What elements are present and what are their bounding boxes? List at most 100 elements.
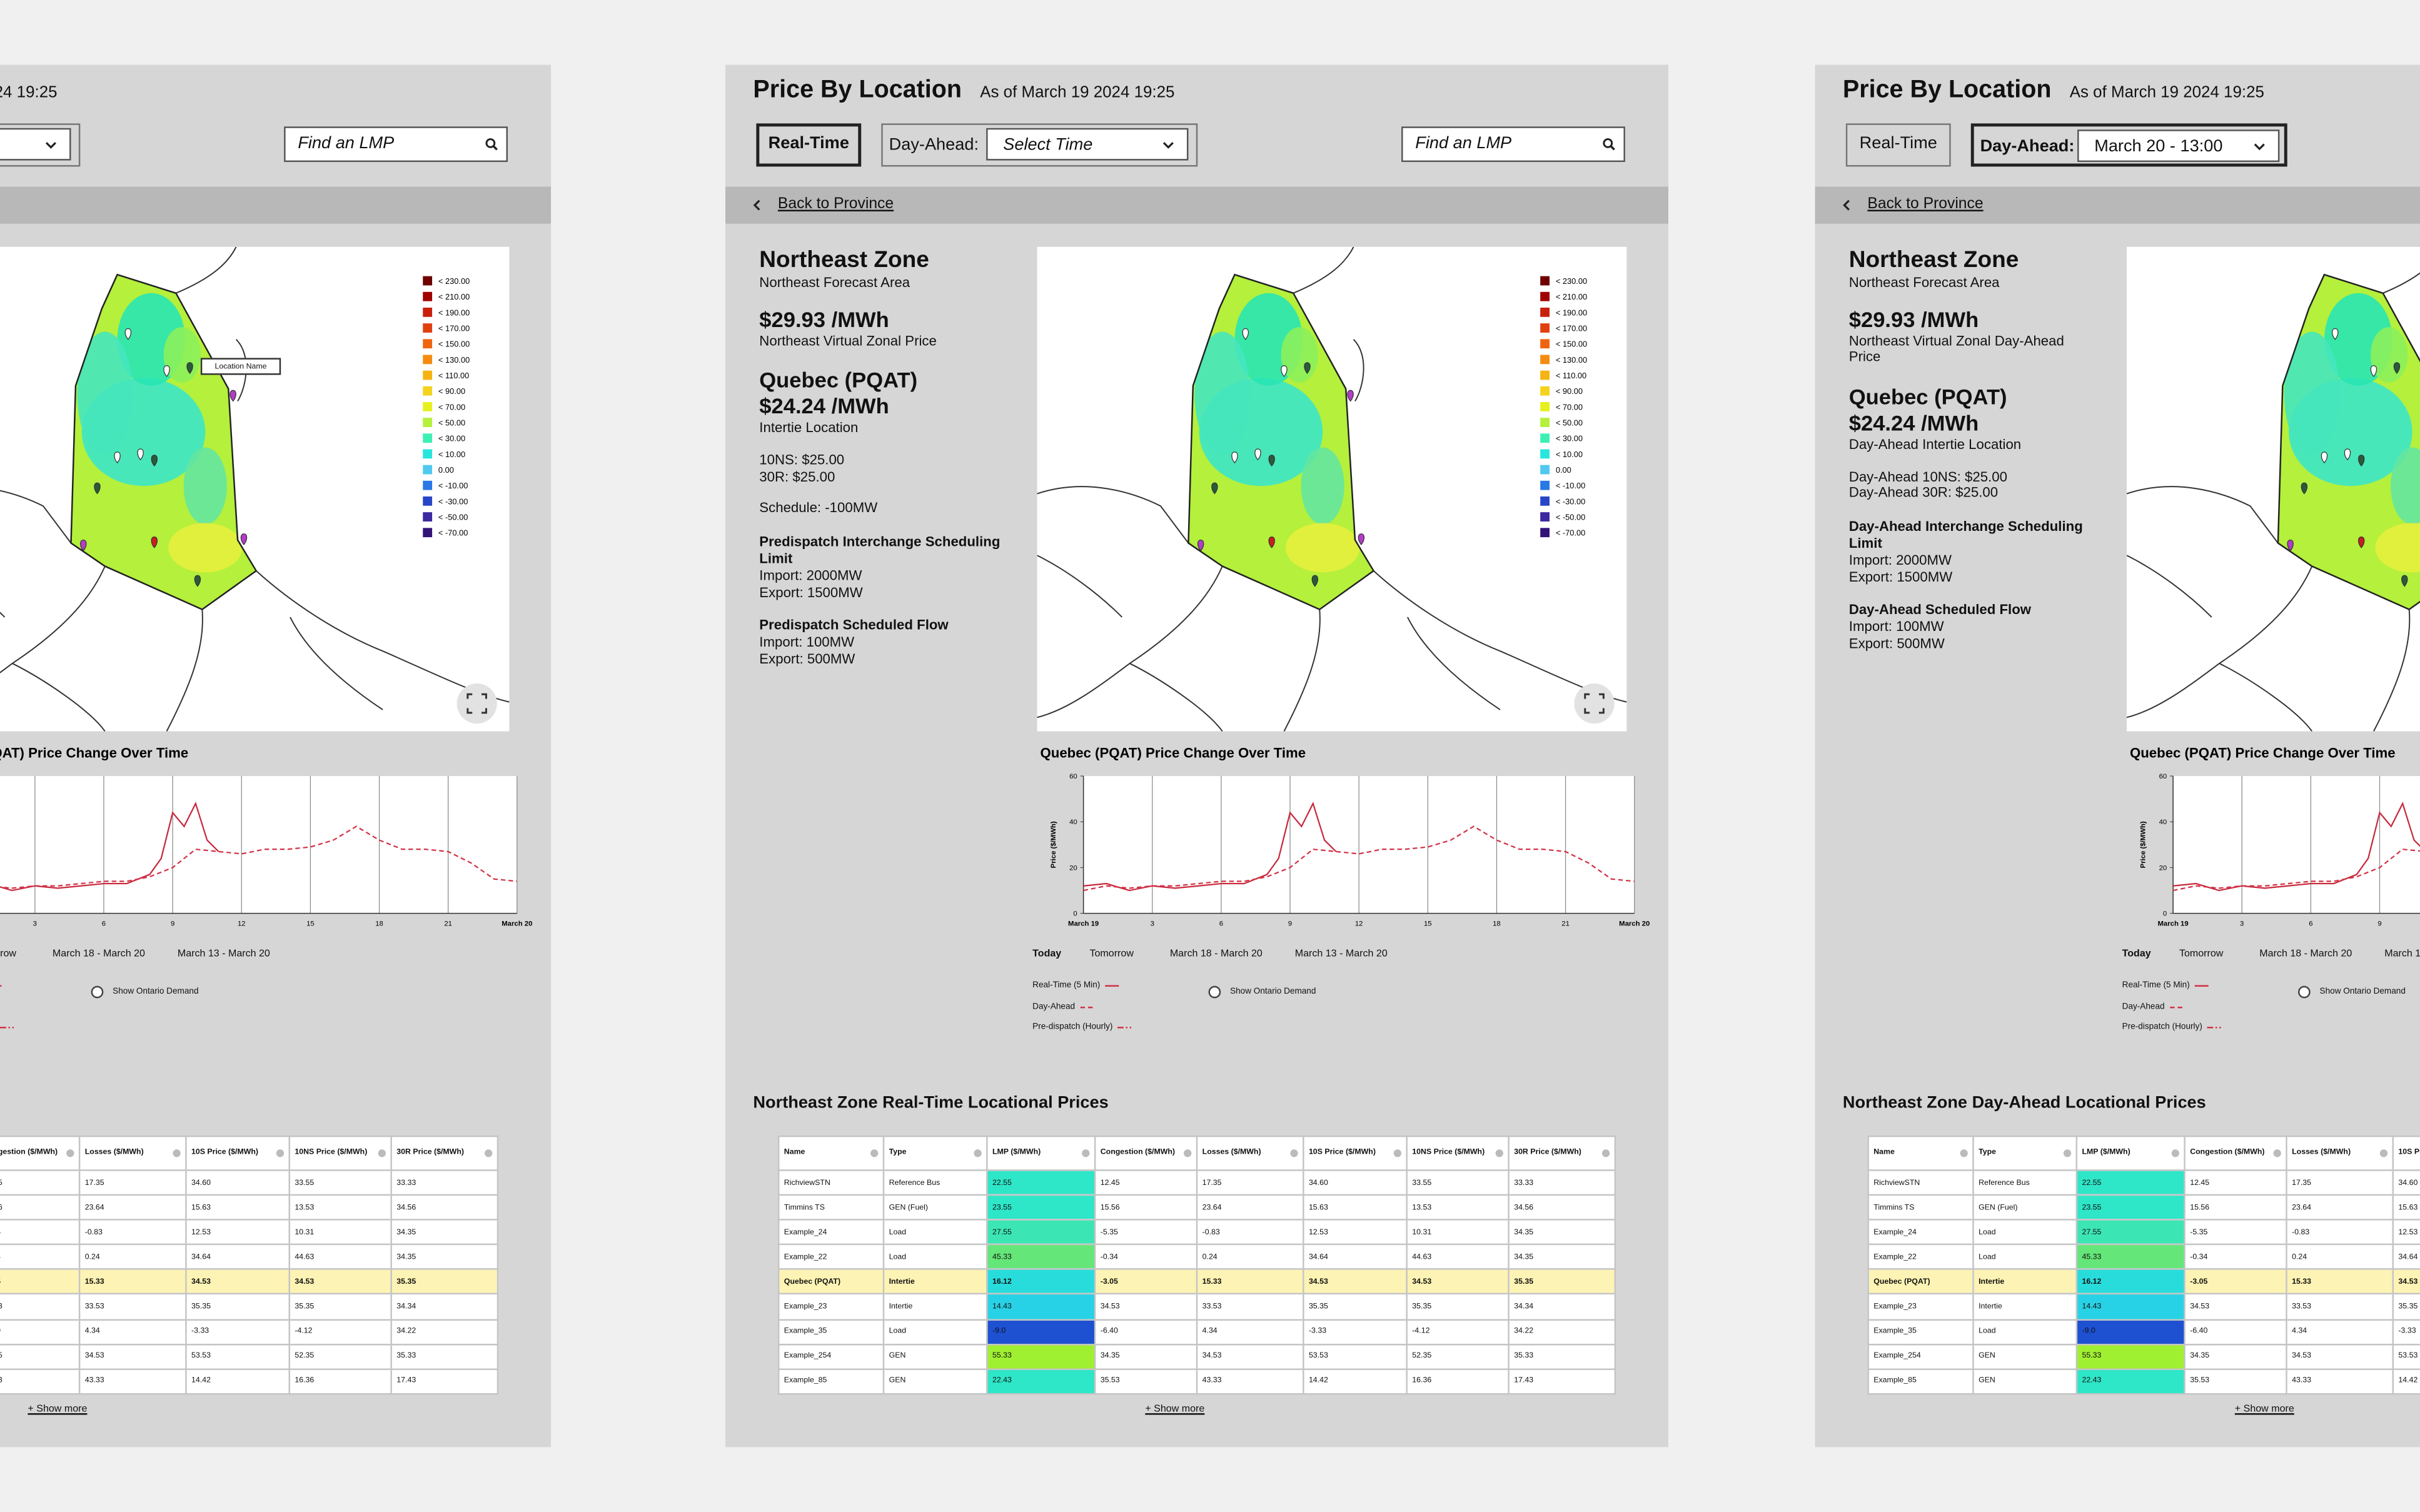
range-tab[interactable]: Today: [2122, 949, 2151, 960]
table-cell: GEN: [882, 1343, 988, 1370]
show-more[interactable]: + Show more: [1145, 1404, 1205, 1415]
search-box[interactable]: Find an LMP: [1401, 126, 1625, 163]
show-more[interactable]: + Show more: [28, 1404, 88, 1415]
detail-section: Day-Ahead Interchange Scheduling Limit Im…: [1849, 518, 2099, 585]
demand-radio[interactable]: [1208, 985, 1221, 999]
column-header[interactable]: 10NS Price ($/MWh): [1406, 1135, 1510, 1171]
range-tab[interactable]: Tomorrow: [0, 949, 17, 960]
map-pin: [151, 537, 158, 548]
time-select[interactable]: [0, 128, 71, 161]
column-header[interactable]: 30R Price ($/MWh): [390, 1135, 499, 1171]
column-header[interactable]: LMP ($/MWh): [986, 1135, 1096, 1171]
table-cell: 35.53: [1094, 1368, 1198, 1395]
legend-swatch: [423, 355, 433, 365]
legend-swatch: [1540, 418, 1550, 427]
time-select[interactable]: Select Time: [986, 128, 1189, 161]
table-cell: 15.33: [78, 1269, 187, 1296]
chart-legend-line: [2194, 985, 2209, 987]
column-header[interactable]: Name: [777, 1135, 885, 1171]
plot-area: [2173, 776, 2420, 914]
range-tab[interactable]: Today: [1032, 949, 1062, 960]
lmp-cell: 22.43: [986, 1368, 1096, 1395]
column-header[interactable]: Congestion ($/MWh): [2184, 1135, 2287, 1171]
table-row: Example_254GEN55.3334.3534.5353.5352.353…: [0, 1343, 499, 1370]
map-tooltip: Location Name: [200, 358, 281, 375]
chart-legend-item: Real-Time (5 Min): [2122, 981, 2209, 991]
map-pin: [1211, 482, 1218, 495]
column-header[interactable]: Type: [1972, 1135, 2078, 1171]
lmp-cell: 27.55: [986, 1219, 1096, 1246]
column-header[interactable]: 10NS Price ($/MWh): [288, 1135, 392, 1171]
back-link[interactable]: Back to Province: [1867, 196, 1984, 213]
table-cell: Load: [1972, 1318, 2078, 1345]
legend-label: < 50.00: [1556, 418, 1583, 427]
show-more[interactable]: + Show more: [2234, 1404, 2294, 1415]
column-header[interactable]: LMP ($/MWh): [2075, 1135, 2186, 1171]
map-outline: [2373, 609, 2411, 732]
demand-radio[interactable]: [91, 985, 104, 999]
table-cell: Load: [1972, 1244, 2078, 1271]
time-select[interactable]: March 20 - 13:00: [2077, 129, 2280, 163]
range-tab[interactable]: Tomorrow: [2179, 949, 2224, 960]
column-header[interactable]: Congestion ($/MWh): [1094, 1135, 1198, 1171]
table-cell: 34.60: [185, 1169, 291, 1196]
sort-icon: [378, 1149, 386, 1157]
table-cell: Quebec (PQAT): [1867, 1269, 1974, 1296]
column-header[interactable]: Type: [882, 1135, 988, 1171]
range-tab[interactable]: March 13 - March 20: [177, 949, 270, 960]
range-tab[interactable]: March 18 - March 20: [1169, 949, 1263, 960]
chart-legend-item: Pre-dispatch (Hourly): [1032, 1023, 1132, 1033]
column-header[interactable]: Losses ($/MWh): [1196, 1135, 1304, 1171]
y-tick-label: 20: [1069, 864, 1077, 872]
column-header[interactable]: 10S Price ($/MWh): [1303, 1135, 1408, 1171]
search-box[interactable]: Find an LMP: [284, 126, 508, 163]
range-tab[interactable]: March 18 - March 20: [2259, 949, 2352, 960]
column-header[interactable]: 10S Price ($/MWh): [185, 1135, 291, 1171]
table-cell: 17.35: [78, 1169, 187, 1196]
search-lens: [1603, 138, 1613, 148]
map-pin: [1231, 451, 1238, 464]
breadcrumb-bar: [725, 186, 1669, 224]
table-cell: -6.40: [0, 1318, 81, 1345]
search-placeholder: Find an LMP: [1415, 134, 1512, 153]
table-cell: 14.42: [1303, 1368, 1408, 1395]
range-tab[interactable]: March 13 - March 20: [2384, 949, 2420, 960]
map-outline: [175, 246, 237, 294]
column-label: Name: [1873, 1147, 1895, 1157]
lmp-cell: 27.55: [2075, 1219, 2186, 1246]
page-title: Price By Location: [753, 77, 962, 104]
table-cell: 17.43: [1508, 1368, 1616, 1395]
panel: Price By Location As of March 19 2024 19:…: [1815, 64, 2420, 1448]
sort-icon: [1393, 1149, 1402, 1157]
legend-swatch: [1540, 433, 1550, 443]
range-tab[interactable]: March 13 - March 20: [1294, 949, 1388, 960]
column-header[interactable]: 10S Price ($/MWh): [2392, 1135, 2420, 1171]
table-cell: -0.83: [1196, 1219, 1304, 1246]
legend-label: < 110.00: [1556, 371, 1586, 380]
chart-legend-line: [0, 985, 2, 987]
table-cell: 15.63: [2392, 1194, 2420, 1221]
column-header[interactable]: Losses ($/MWh): [2286, 1135, 2394, 1171]
map-pin: [124, 328, 132, 340]
column-header[interactable]: Name: [1867, 1135, 1974, 1171]
map-outline: [1293, 246, 1354, 294]
column-header[interactable]: 30R Price ($/MWh): [1508, 1135, 1616, 1171]
back-link[interactable]: Back to Province: [777, 196, 894, 213]
column-header[interactable]: Congestion ($/MWh): [0, 1135, 81, 1171]
map-outline: [2127, 486, 2313, 718]
table-cell: 12.45: [1094, 1169, 1198, 1196]
table-cell: Example_24: [777, 1219, 885, 1246]
demand-radio[interactable]: [2298, 985, 2311, 999]
range-tab[interactable]: March 18 - March 20: [52, 949, 145, 960]
chart-legend-item: Real-Time (5 Min): [0, 981, 2, 991]
realtime-button[interactable]: Real-Time: [1845, 123, 1951, 167]
column-label: Congestion ($/MWh): [2190, 1147, 2265, 1157]
legend-label: < -30.00: [438, 496, 468, 506]
realtime-button[interactable]: Real-Time: [756, 123, 862, 167]
column-header[interactable]: Losses ($/MWh): [78, 1135, 187, 1171]
sort-icon: [1290, 1149, 1298, 1157]
range-tab[interactable]: Tomorrow: [1089, 949, 1134, 960]
